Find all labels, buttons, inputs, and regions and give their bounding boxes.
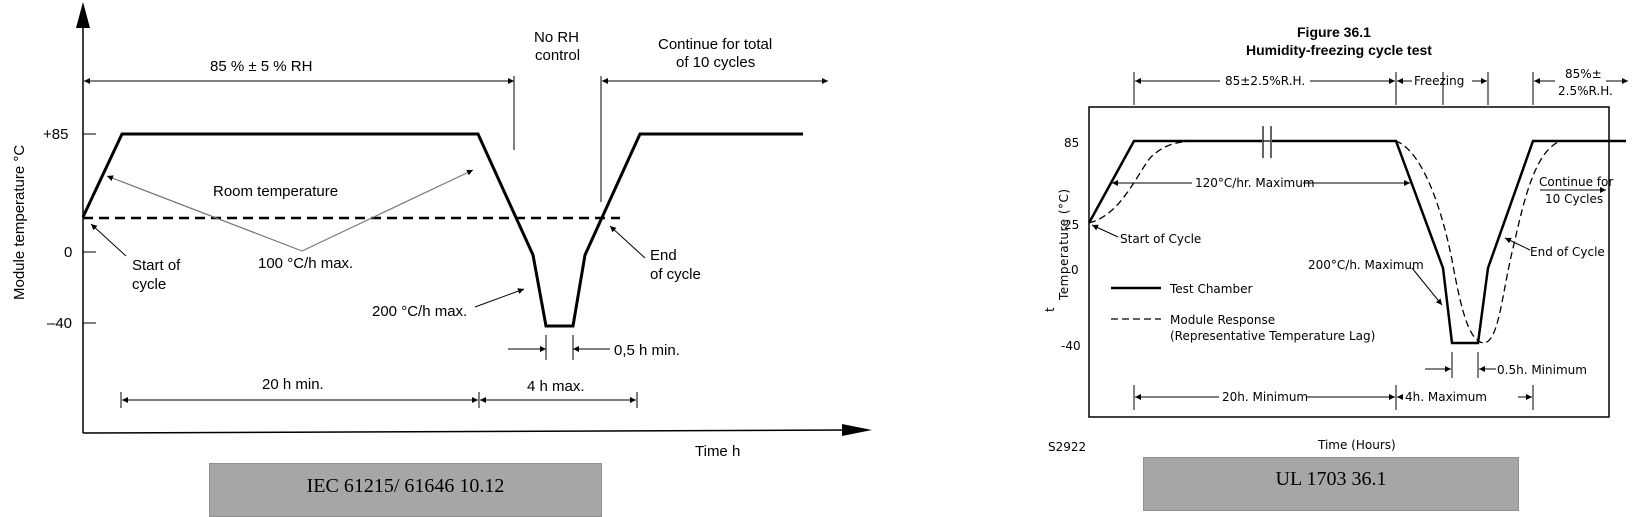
y-tick-25: 25	[1064, 218, 1079, 232]
y-tick-85: 85	[1064, 136, 1079, 150]
y-tick-0: 0	[1071, 263, 1079, 277]
no-rh-label-2: control	[535, 47, 580, 64]
room-temperature-label: Room temperature	[213, 183, 338, 200]
iec-caption: IEC 61215/ 61646 10.12	[209, 463, 602, 517]
y-axis-label: Module temperature °C	[11, 145, 28, 300]
continue-label-2: 10 Cycles	[1545, 192, 1603, 206]
end-label-1: End	[650, 247, 677, 264]
module-response-profile	[1088, 140, 1626, 344]
continue-label-1: Continue for total	[658, 36, 772, 53]
end-pointer	[609, 225, 646, 259]
min-20h-label: 20h. Minimum	[1222, 390, 1308, 404]
max-4h-label: 4h. Maximum	[1405, 390, 1487, 404]
end-pointer	[1504, 237, 1531, 251]
t-symbol: t	[1043, 307, 1057, 312]
legend-module-label-2: (Representative Temperature Lag)	[1170, 329, 1375, 343]
start-pointer	[1091, 224, 1119, 238]
end-label: End of Cycle	[1530, 245, 1605, 259]
continue-label-2: of 10 cycles	[676, 54, 755, 71]
rh2-label-2: 2.5%R.H.	[1558, 84, 1613, 98]
min-20h-label: 20 h min.	[262, 376, 324, 393]
y-tick-85: +85	[43, 126, 68, 143]
rh2-label-1: 85%±	[1565, 67, 1602, 81]
start-label: Start of Cycle	[1120, 232, 1201, 246]
continue-label-1: Continue for	[1539, 175, 1613, 189]
legend-chamber-label: Test Chamber	[1169, 282, 1252, 296]
y-axis-arrow	[76, 2, 90, 28]
rate-200-label: 200°C/h. Maximum	[1308, 258, 1424, 272]
rate-100-label: 100 °C/h max.	[258, 255, 353, 272]
x-axis-label: Time (Hours)	[1317, 438, 1396, 452]
figure-title: Figure 36.1	[1297, 24, 1371, 40]
freezing-label: Freezing	[1414, 74, 1464, 88]
dwell-label: 0.5h. Minimum	[1497, 363, 1587, 377]
iec-diagram: Module temperature °C +85 0 –40 85 % ± 5…	[11, 2, 872, 460]
max-4h-label: 4 h max.	[527, 378, 585, 395]
dwell-label: 0,5 h min.	[614, 342, 680, 359]
ul-caption: UL 1703 36.1	[1143, 457, 1519, 511]
ul-diagram: Figure 36.1 Humidity-freezing cycle test…	[1043, 24, 1628, 454]
legend-module-label-1: Module Response	[1170, 313, 1275, 327]
rate-200-pointer	[1411, 267, 1443, 306]
temperature-profile	[81, 132, 803, 328]
rh-label: 85 % ± 5 % RH	[210, 58, 312, 75]
start-label-1: Start of	[132, 257, 181, 274]
y-tick-minus40: –40	[47, 315, 72, 332]
figure-code: S2922	[1048, 440, 1086, 454]
plot-frame	[1088, 106, 1610, 418]
x-axis-label: Time h	[695, 443, 740, 460]
y-tick-0: 0	[64, 244, 72, 261]
y-tick-minus40: -40	[1061, 339, 1081, 353]
end-label-2: of cycle	[650, 266, 701, 283]
rate-120-label: 120°C/hr. Maximum	[1195, 176, 1315, 190]
start-label-2: cycle	[132, 276, 166, 293]
y-axis-label: Temperature (°C)	[1057, 188, 1071, 301]
figure-subtitle: Humidity-freezing cycle test	[1246, 42, 1432, 58]
rate-200-label: 200 °C/h max.	[372, 303, 467, 320]
rh-label: 85±2.5%R.H.	[1225, 74, 1305, 88]
x-axis-arrow	[842, 424, 872, 436]
rate-200-pointer	[474, 288, 525, 308]
x-axis	[82, 429, 851, 434]
rate-100-pointer-right	[301, 169, 474, 252]
no-rh-label-1: No RH	[534, 29, 579, 46]
rate-100-pointer-left	[106, 175, 303, 252]
start-pointer	[90, 223, 127, 257]
